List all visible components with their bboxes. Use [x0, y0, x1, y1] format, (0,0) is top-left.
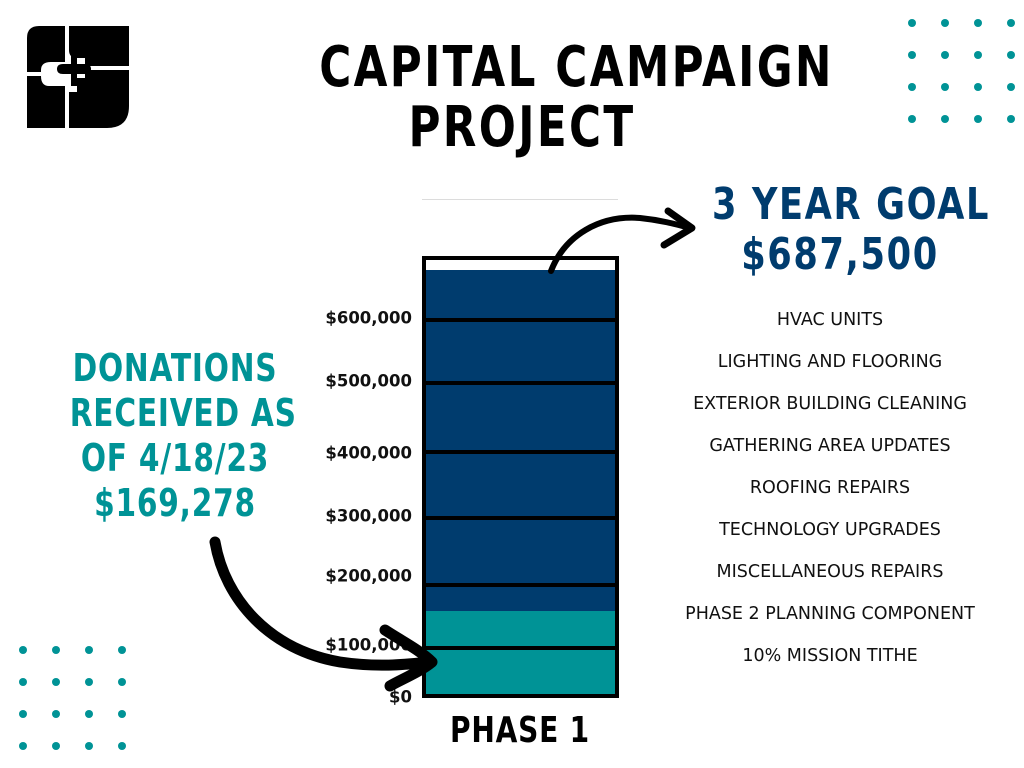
y-tick-100000: $100,000: [325, 635, 412, 655]
goal-amount: $687,500: [741, 229, 939, 280]
donations-amount: $169,278: [94, 481, 256, 525]
list-item: EXTERIOR BUILDING CLEANING: [693, 394, 967, 414]
y-tick-600000: $600,000: [325, 308, 412, 328]
donations-line-3: OF 4/18/23: [80, 436, 270, 480]
donations-line-1: DONATIONS: [72, 346, 278, 390]
gridline-300000: [426, 516, 615, 520]
bar-segment-donations: [426, 611, 615, 694]
list-item: GATHERING AREA UPDATES: [709, 436, 951, 456]
list-item: TECHNOLOGY UPGRADES: [719, 520, 941, 540]
x-axis-label: PHASE 1: [449, 710, 590, 751]
gridline-600000: [426, 318, 615, 322]
list-item: LIGHTING AND FLOORING: [717, 352, 943, 372]
phase-1-bar: [422, 256, 619, 698]
y-tick-0: $0: [389, 687, 412, 707]
list-item: PHASE 2 PLANNING COMPONENT: [685, 604, 975, 624]
title-divider: [422, 199, 618, 200]
list-item: MISCELLANEOUS REPAIRS: [716, 562, 944, 582]
donations-annotation: DONATIONS RECEIVED AS OF 4/18/23 $169,27…: [69, 346, 297, 526]
y-tick-200000: $200,000: [325, 566, 412, 586]
y-tick-400000: $400,000: [325, 443, 412, 463]
gridline-500000: [426, 381, 615, 385]
cross-in-square-logo-icon: [27, 26, 129, 128]
gridline-400000: [426, 450, 615, 454]
goal-annotation: 3 YEAR GOAL $687,500: [712, 179, 991, 280]
decorative-dot-grid-bottom-left: [19, 646, 126, 750]
project-items-list: HVAC UNITS LIGHTING AND FLOORING EXTERIO…: [650, 306, 1010, 684]
list-item: 10% MISSION TITHE: [742, 646, 918, 666]
gridline-100000: [426, 646, 615, 650]
y-tick-500000: $500,000: [325, 371, 412, 391]
goal-arrow-icon: [548, 207, 696, 274]
donations-line-2: RECEIVED AS: [69, 391, 297, 435]
donations-arrow-icon: [209, 536, 438, 692]
gridline-200000: [426, 583, 615, 587]
bar-segment-remaining: [426, 270, 615, 611]
title-line-2: PROJECT: [408, 95, 636, 160]
goal-label: 3 YEAR GOAL: [712, 179, 991, 230]
decorative-dot-grid-top-right: [908, 19, 1015, 123]
list-item: ROOFING REPAIRS: [749, 478, 911, 498]
list-item: HVAC UNITS: [776, 310, 884, 330]
y-tick-300000: $300,000: [325, 506, 412, 526]
